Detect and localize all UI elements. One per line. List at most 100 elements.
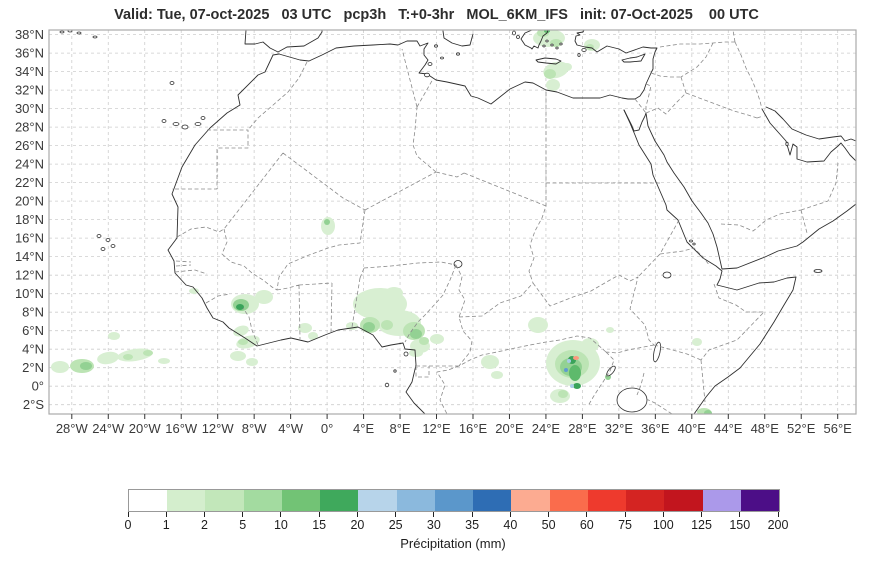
- colorbar-tick: [203, 512, 205, 517]
- colorbar-swatch: [167, 490, 206, 511]
- precip-cell: [238, 339, 248, 345]
- colorbar-tick-label: 5: [239, 518, 247, 532]
- lake: [653, 341, 661, 363]
- colorbar-swatch: [205, 490, 244, 511]
- map-content: [51, 30, 856, 414]
- lat-tick-label: 24°N: [15, 157, 44, 172]
- country-borders: [172, 30, 839, 414]
- precip-cell: [410, 329, 422, 339]
- precip-cell: [692, 338, 702, 346]
- precip-cell: [546, 79, 560, 91]
- lat-tick-label: 2°S: [23, 397, 44, 412]
- colorbar-swatch: [129, 490, 168, 511]
- island: [692, 242, 696, 246]
- lat-tick-label: 14°N: [15, 249, 44, 264]
- island: [427, 62, 433, 66]
- colorbar-swatch: [320, 490, 359, 511]
- island: [181, 124, 189, 130]
- island: [542, 44, 546, 48]
- colorbar-swatch: [587, 490, 627, 511]
- lon-tick-label: 4°E: [353, 421, 374, 436]
- lat-tick-label: 30°N: [15, 101, 44, 116]
- precipitation-legend: 0 1 2 5 10 15 20 25 30 35 40 50 60 75 100 125 150 200 Pré…: [124, 489, 788, 561]
- lon-tick-label: 12°E: [422, 421, 451, 436]
- colorbar-tick: [701, 512, 703, 517]
- lat-tick-label: 20°N: [15, 194, 44, 209]
- island: [785, 141, 789, 147]
- precip-cell: [570, 384, 574, 388]
- island: [100, 247, 106, 251]
- precip-cell: [385, 287, 403, 299]
- island: [516, 35, 520, 39]
- colorbar-tick: [509, 512, 511, 517]
- island: [581, 48, 587, 52]
- colorbar-tick: [318, 512, 320, 517]
- colorbar-tick: [127, 512, 129, 517]
- lake: [662, 271, 672, 279]
- lat-tick-label: 12°N: [15, 268, 44, 283]
- lat-tick-label: 6°N: [22, 323, 44, 338]
- lon-tick-label: 48°E: [751, 421, 780, 436]
- precip-cell: [308, 332, 318, 340]
- island: [110, 244, 116, 248]
- colorbar-tick: [739, 512, 741, 517]
- island: [440, 56, 444, 60]
- colorbar-tick: [471, 512, 473, 517]
- island: [577, 53, 581, 57]
- precip-cell: [255, 290, 273, 304]
- precip-cell: [51, 361, 69, 373]
- lon-tick-label: 28°W: [56, 421, 89, 436]
- precip-cell: [80, 362, 92, 370]
- precip-cell: [233, 325, 249, 337]
- lat-tick-label: 8°N: [22, 305, 44, 320]
- colorbar-tick-label: 100: [652, 518, 674, 532]
- lat-tick-label: 34°N: [15, 64, 44, 79]
- precip-cell: [581, 338, 599, 352]
- island: [813, 269, 823, 273]
- lon-tick-label: 8°E: [389, 421, 410, 436]
- precip-cell: [544, 69, 556, 79]
- island: [169, 81, 175, 85]
- colorbar-tick: [433, 512, 435, 517]
- colorbar-tick-label: 25: [388, 518, 403, 532]
- island: [545, 39, 549, 43]
- colorbar-tick: [165, 512, 167, 517]
- lon-tick-label: 28°E: [568, 421, 597, 436]
- colorbar-tick-label: 150: [729, 518, 751, 532]
- lon-tick-label: 16°W: [165, 421, 198, 436]
- colorbar-tick-label: 0: [124, 518, 132, 532]
- lat-tick-label: 10°N: [15, 286, 44, 301]
- precip-cell: [564, 368, 568, 372]
- precip-cell: [704, 410, 712, 414]
- precipitation-map: 28°W 24°W 20°W 16°W 12°W 8°W 4°W 0° 4°E 8°E 12°E 16…: [15, 27, 857, 436]
- colorbar-swatch: [664, 490, 703, 511]
- colorbar-tick-label: 10: [273, 518, 288, 532]
- precip-cell: [123, 354, 133, 360]
- country-border: [634, 30, 839, 234]
- lat-tick-label: 0°: [32, 379, 44, 394]
- colorbar-tick-label: 40: [503, 518, 518, 532]
- island: [76, 31, 82, 35]
- precip-cell: [381, 320, 393, 330]
- precip-cell: [528, 317, 548, 333]
- island: [59, 30, 65, 34]
- lon-tick-label: 4°W: [278, 421, 303, 436]
- island: [105, 238, 111, 242]
- lon-tick-label: 56°E: [824, 421, 853, 436]
- precipitation-layer: [51, 30, 712, 414]
- lon-tick-label: 20°W: [129, 421, 162, 436]
- coastline: [623, 109, 797, 414]
- lon-tick-label: 44°E: [714, 421, 743, 436]
- island: [512, 30, 516, 36]
- lat-tick-label: 18°N: [15, 212, 44, 227]
- lat-tick-label: 4°N: [22, 342, 44, 357]
- precip-cell: [143, 350, 153, 356]
- precip-cell: [606, 327, 614, 333]
- precip-cell: [544, 30, 550, 33]
- island: [555, 46, 559, 50]
- precip-cell: [189, 288, 199, 294]
- colorbar-swatch: [396, 490, 435, 511]
- precip-cell: [567, 359, 571, 363]
- colorbar-swatch: [740, 490, 779, 511]
